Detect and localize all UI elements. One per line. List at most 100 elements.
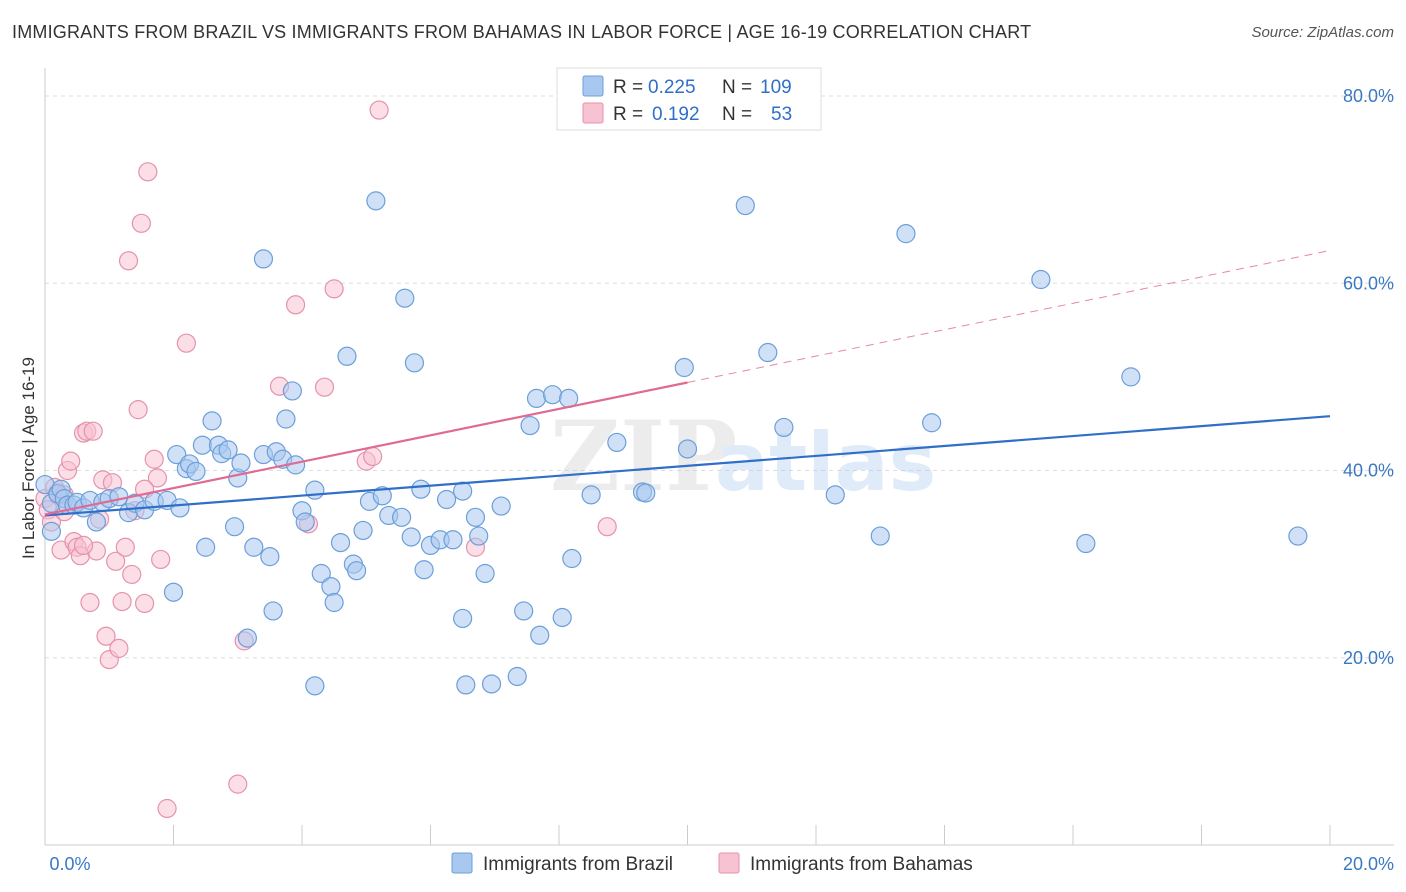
- brazil-point-93: [674, 357, 694, 378]
- legend-brazil-swatch: [451, 852, 473, 874]
- brazil-point-54: [337, 346, 357, 366]
- bahamas-r-label: R =: [613, 104, 643, 125]
- bahamas-point-36: [157, 798, 177, 819]
- bahamas-point-19: [96, 626, 116, 646]
- x-tick-label-max: 20.0%: [1343, 854, 1394, 874]
- brazil-point-39: [260, 547, 280, 567]
- brazil-point-11: [86, 512, 107, 532]
- bahamas-point-29: [128, 400, 148, 420]
- brazil-n-label: N =: [722, 77, 752, 98]
- brazil-point-80: [507, 666, 527, 687]
- y-tick-label-80: 80.0%: [1343, 86, 1394, 106]
- brazil-point-66: [411, 479, 431, 499]
- y-tick-label-40: 40.0%: [1343, 461, 1394, 481]
- bahamas-point-8: [61, 451, 81, 471]
- bahamas-point-23: [109, 638, 129, 658]
- bahamas-point-46: [363, 446, 383, 467]
- brazil-point-82: [520, 415, 540, 436]
- brazil-point-21: [170, 498, 190, 518]
- brazil-point-56: [347, 561, 367, 581]
- brazil-point-31: [218, 440, 238, 460]
- brazil-point-22: [167, 444, 187, 465]
- bahamas-point-35: [151, 549, 171, 570]
- brazil-point-83: [526, 388, 547, 409]
- bahamas-point-14: [80, 592, 100, 613]
- y-tick-labels: 20.0% 40.0% 60.0% 80.0%: [1343, 86, 1394, 668]
- brazil-point-105: [1288, 526, 1308, 546]
- brazil-point-77: [475, 563, 495, 584]
- chart-title: IMMIGRANTS FROM BRAZIL VS IMMIGRANTS FRO…: [12, 22, 1032, 42]
- bahamas-point-25: [115, 537, 135, 557]
- watermark: ZIP atlas: [550, 400, 936, 513]
- brazil-point-98: [825, 485, 845, 505]
- legend-bahamas-swatch: [718, 852, 740, 874]
- brazil-point-86: [552, 607, 572, 628]
- brazil-point-20: [163, 582, 184, 602]
- bahamas-point-33: [144, 449, 164, 469]
- brazil-point-94: [677, 439, 698, 459]
- bahamas-legend-swatch: [582, 102, 604, 124]
- brazil-point-27: [192, 435, 213, 455]
- bahamas-point-22: [106, 551, 126, 571]
- bahamas-point-47: [369, 100, 389, 120]
- brazil-point-57: [353, 520, 373, 541]
- brazil-point-95: [735, 195, 755, 216]
- brazil-point-65: [404, 353, 425, 373]
- series-legend: Immigrants from Brazil Immigrants from B…: [451, 852, 973, 875]
- brazil-point-34: [231, 453, 251, 473]
- trend-lines: [44, 249, 1331, 517]
- bahamas-point-32: [138, 162, 158, 182]
- brazil-point-14: [109, 487, 129, 507]
- brazil-point-71: [443, 530, 463, 550]
- x-minor-ticks: [173, 825, 1331, 845]
- brazil-r-value: 0.225: [648, 77, 696, 98]
- bahamas-point-15: [83, 421, 103, 441]
- brazil-point-76: [469, 526, 489, 546]
- brazil-point-97: [774, 417, 794, 438]
- brazil-point-38: [253, 249, 274, 269]
- brazil-point-64: [401, 527, 421, 547]
- brazil-point-35: [237, 628, 257, 648]
- bahamas-point-37: [176, 333, 196, 353]
- brazil-point-51: [321, 576, 341, 597]
- bahamas-point-41: [285, 295, 306, 315]
- brazil-point-48: [305, 480, 325, 500]
- legend-bahamas-label: Immigrants from Bahamas: [750, 854, 973, 875]
- y-axis-label: In Labor Force | Age 16-19: [19, 357, 38, 559]
- brazil-point-32: [224, 517, 245, 537]
- brazil-point-78: [481, 674, 502, 694]
- brazil-point-81: [514, 601, 534, 621]
- brazil-point-92: [636, 483, 656, 503]
- brazil-point-62: [391, 507, 412, 527]
- y-tick-label-20: 20.0%: [1343, 648, 1394, 668]
- bahamas-point-48: [597, 517, 617, 537]
- brazil-point-99: [870, 526, 890, 546]
- brazil-point-101: [922, 413, 942, 433]
- bahamas-trend-extension: [687, 249, 1331, 383]
- bahamas-n-value: 53: [771, 104, 792, 125]
- brazil-point-70: [436, 489, 457, 510]
- bahamas-point-27: [122, 564, 142, 585]
- brazil-point-44: [282, 381, 302, 401]
- brazil-point-26: [196, 537, 216, 557]
- stats-legend: R = 0.225 N = 109 R = 0.192 N = 53: [556, 67, 822, 131]
- brazil-point-50: [311, 563, 331, 584]
- brazil-point-2: [41, 521, 62, 541]
- brazil-point-36: [244, 537, 264, 557]
- brazil-point-25: [186, 461, 206, 482]
- brazil-point-104: [1121, 367, 1141, 387]
- bahamas-point-43: [314, 377, 335, 397]
- grid-lines: [45, 95, 1394, 659]
- brazil-legend-swatch: [582, 75, 604, 97]
- brazil-point-73: [456, 675, 476, 695]
- brazil-point-72: [453, 481, 473, 501]
- brazil-point-47: [295, 512, 315, 532]
- bahamas-n-label: N =: [722, 104, 752, 125]
- brazil-point-75: [465, 507, 486, 527]
- brazil-point-52: [324, 592, 344, 613]
- bahamas-point-26: [118, 251, 139, 271]
- brazil-point-100: [896, 224, 916, 244]
- brazil-point-74: [453, 608, 473, 629]
- bahamas-points: [35, 100, 617, 819]
